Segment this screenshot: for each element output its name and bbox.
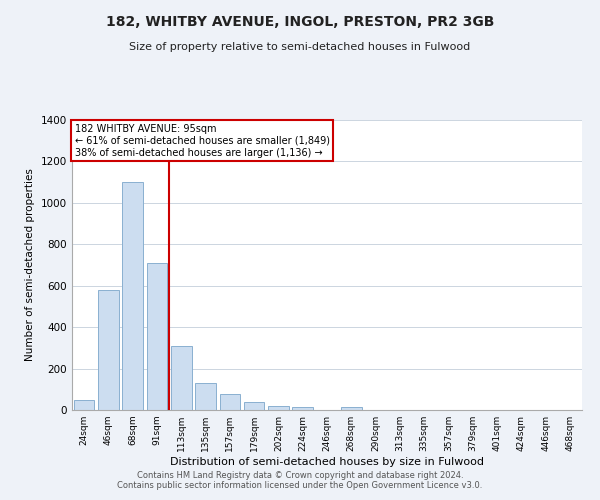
Bar [195,383,216,410]
Bar [122,182,143,410]
Bar [268,406,289,410]
Bar [146,263,167,410]
Y-axis label: Number of semi-detached properties: Number of semi-detached properties [25,168,35,362]
Bar [341,407,362,410]
Text: 182, WHITBY AVENUE, INGOL, PRESTON, PR2 3GB: 182, WHITBY AVENUE, INGOL, PRESTON, PR2 … [106,15,494,29]
Text: Contains HM Land Registry data © Crown copyright and database right 2024.
Contai: Contains HM Land Registry data © Crown c… [118,470,482,490]
Bar [98,290,119,410]
Bar [244,402,265,410]
Text: 182 WHITBY AVENUE: 95sqm
← 61% of semi-detached houses are smaller (1,849)
38% o: 182 WHITBY AVENUE: 95sqm ← 61% of semi-d… [74,124,329,158]
Bar [220,394,240,410]
Bar [74,400,94,410]
X-axis label: Distribution of semi-detached houses by size in Fulwood: Distribution of semi-detached houses by … [170,457,484,467]
Bar [171,346,191,410]
Bar [292,407,313,410]
Text: Size of property relative to semi-detached houses in Fulwood: Size of property relative to semi-detach… [130,42,470,52]
